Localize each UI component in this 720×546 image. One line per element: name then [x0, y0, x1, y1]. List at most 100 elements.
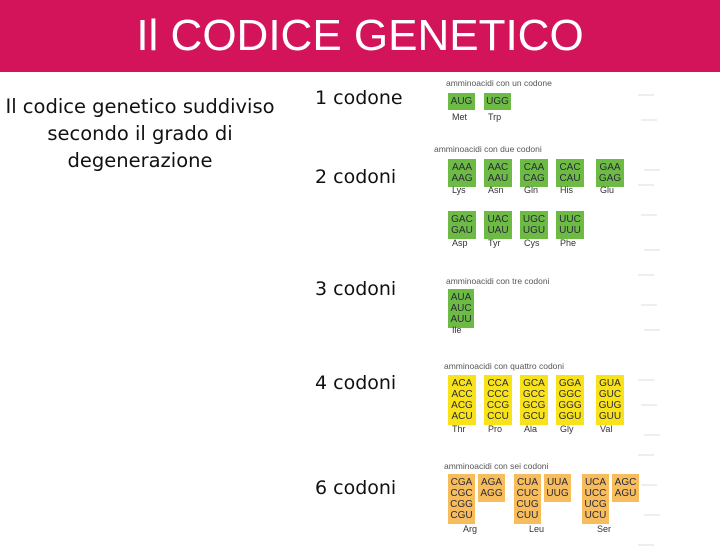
- codon: UCC: [584, 488, 607, 499]
- scan-mark: [641, 214, 657, 216]
- codon: CGG: [450, 499, 473, 510]
- codon: CUG: [516, 499, 539, 510]
- codon: CUA: [516, 477, 539, 488]
- codon: UUU: [559, 225, 581, 236]
- page-title: Il CODICE GENETICO: [136, 11, 584, 60]
- codon: GGG: [558, 400, 582, 411]
- scan-mark: [638, 274, 654, 276]
- codon: AUA: [450, 292, 472, 303]
- row-label-1-codon: 1 codone: [315, 87, 403, 109]
- codon: CAC: [559, 162, 581, 173]
- codon-box: UUA UUG: [544, 474, 571, 502]
- amino-acid-label: Ile: [452, 325, 462, 335]
- codon-degeneracy-table: amminoacidi con un codone AUG Met UGG Trp amm…: [432, 74, 660, 546]
- row-label-6-codons: 6 codoni: [315, 477, 397, 499]
- codon-box: UGG: [484, 93, 511, 110]
- scan-mark: [641, 484, 657, 486]
- codon: UGC: [522, 214, 546, 225]
- codon-box: CAA CAG: [520, 159, 548, 187]
- codon: UAC: [487, 214, 509, 225]
- amino-acid-label: Asn: [488, 185, 504, 195]
- scan-mark: [644, 329, 660, 331]
- codon: CUC: [516, 488, 539, 499]
- codon: ACC: [451, 389, 473, 400]
- codon-box: AGC AGU: [612, 474, 639, 502]
- codon: UGG: [486, 96, 509, 107]
- codon: CCA: [487, 378, 509, 389]
- slide-subtitle: Il codice genetico suddiviso secondo il …: [5, 95, 275, 172]
- codon-box: AUG: [448, 93, 475, 110]
- codon: CGU: [450, 510, 473, 521]
- codon: GAA: [599, 162, 621, 173]
- amino-acid-label: Cys: [524, 238, 540, 248]
- codon: ACU: [451, 411, 473, 422]
- amino-acid-label: His: [560, 185, 573, 195]
- codon-box: CCA CCC CCG CCU: [484, 375, 512, 425]
- scan-mark: [638, 184, 654, 186]
- amino-acid-label: Ala: [524, 424, 538, 434]
- amino-acid-label: Met: [452, 112, 468, 122]
- codon: AUC: [450, 303, 472, 314]
- amino-acid-label: Leu: [529, 524, 545, 534]
- scan-mark: [644, 434, 660, 436]
- group-title: amminoacidi con tre codoni: [446, 276, 550, 286]
- codon: GCU: [522, 411, 546, 422]
- title-bar: Il CODICE GENETICO: [0, 0, 720, 72]
- codon: GUG: [598, 400, 622, 411]
- codon: UCG: [584, 499, 607, 510]
- scan-mark: [641, 119, 657, 121]
- codon: UAU: [487, 225, 509, 236]
- codon: CUU: [516, 510, 539, 521]
- amino-acid-label: Gly: [560, 424, 574, 434]
- codon-box: UAC UAU: [484, 211, 512, 239]
- codon: UUG: [546, 488, 569, 499]
- amino-acid-label: Lys: [452, 185, 466, 195]
- codon: AAC: [487, 162, 509, 173]
- scan-mark: [638, 94, 654, 96]
- amino-acid-label: Val: [600, 424, 613, 434]
- codon-box: UCA UCC UCG UCU: [582, 474, 609, 524]
- codon: CAU: [559, 173, 581, 184]
- codon-box: GCA GCC GCG GCU: [520, 375, 548, 425]
- codon: GAU: [451, 225, 473, 236]
- codon: AGC: [614, 477, 637, 488]
- codon-box: UUC UUU: [556, 211, 584, 239]
- scan-mark: [644, 169, 660, 171]
- codon: GUU: [598, 411, 622, 422]
- codon: UCA: [584, 477, 607, 488]
- row-label-2-codons: 2 codoni: [315, 166, 397, 188]
- amino-acid-label: Arg: [463, 524, 478, 534]
- codon: GUC: [598, 389, 622, 400]
- codon: GCC: [522, 389, 546, 400]
- codon: AGG: [480, 488, 503, 499]
- codon: AUU: [450, 314, 472, 325]
- scan-mark: [638, 379, 654, 381]
- codon: CCG: [486, 400, 510, 411]
- scan-mark: [638, 454, 654, 456]
- codon: GAG: [598, 173, 622, 184]
- codon-box: ACA ACC ACG ACU: [448, 375, 476, 425]
- codon: GGA: [558, 378, 582, 389]
- group-title: amminoacidi con sei codoni: [444, 461, 549, 471]
- codon: AGA: [480, 477, 503, 488]
- codon-box: CAC CAU: [556, 159, 584, 187]
- amino-acid-label: Gln: [524, 185, 539, 195]
- codon: ACG: [451, 400, 473, 411]
- codon: CGC: [450, 488, 473, 499]
- codon-box: GAA GAG: [596, 159, 624, 187]
- scan-mark: [641, 404, 657, 406]
- codon: GAC: [451, 214, 473, 225]
- codon: CAG: [523, 173, 545, 184]
- codon: AUG: [450, 96, 473, 107]
- amino-acid-label: Pro: [488, 424, 503, 434]
- codon: GUA: [599, 378, 621, 389]
- codon-box: GUA GUC GUG GUU: [596, 375, 624, 425]
- codon: AAG: [451, 173, 473, 184]
- row-label-3-codons: 3 codoni: [315, 278, 397, 300]
- codon: AGU: [614, 488, 637, 499]
- amino-acid-label: Tyr: [488, 238, 501, 248]
- codon: GCG: [522, 400, 546, 411]
- codon: ACA: [451, 378, 473, 389]
- codon-box: CUA CUC CUG CUU: [514, 474, 541, 524]
- amino-acid-label: Ser: [597, 524, 612, 534]
